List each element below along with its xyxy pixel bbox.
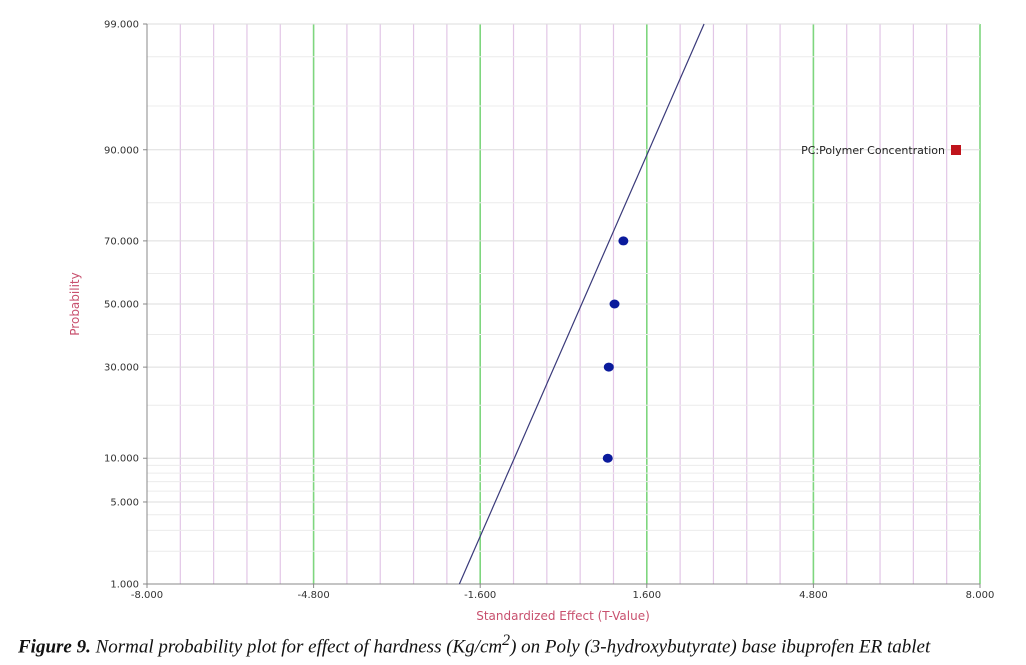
y-axis-title: Probability [68,272,82,335]
x-axis-title: Standardized Effect (T-Value) [476,609,650,623]
x-tick-label: -1.600 [464,590,496,601]
data-point [609,299,620,309]
x-tick-label: 1.600 [632,590,661,601]
data-point [618,236,629,246]
caption-superscript: 2 [502,632,511,649]
caption-text: Normal probability plot for effect of ha… [90,636,503,658]
y-tick-label: 70.000 [104,236,139,247]
data-points [602,236,629,463]
legend: PC:Polymer Concentration [801,144,961,157]
x-axis-ticks: -8.000 -4.800 -1.600 1.600 4.800 8.000 [131,584,994,601]
y-tick-label: 1.000 [110,580,139,591]
y-tick-label: 30.000 [104,363,139,374]
y-tick-label: 10.000 [104,454,139,465]
y-tick-label: 5.000 [110,497,139,508]
figure-caption: Figure 9. Normal probability plot for ef… [18,632,1024,658]
x-tick-label: 4.800 [799,590,828,601]
x-tick-label: -8.000 [131,590,163,601]
y-tick-label: 50.000 [104,300,139,311]
data-point [603,362,614,372]
y-axis-ticks: 1.000 5.000 10.000 30.000 50.000 70.000 90.000… [104,20,147,591]
x-tick-label: 8.000 [966,590,995,601]
legend-swatch [951,145,961,155]
reference-line [458,23,705,585]
caption-prefix: Figure 9. [18,636,91,658]
caption-text-end: ) on Poly (3-hydroxybutyrate) base ibupr… [510,636,931,658]
x-tick-label: -4.800 [297,590,329,601]
legend-label: PC:Polymer Concentration [801,144,945,157]
normal-probability-plot: -8.000 -4.800 -1.600 1.600 4.800 8.000 1.000 5… [68,20,994,624]
plot-grid [147,23,981,585]
data-point [602,453,613,463]
y-tick-label: 99.000 [104,20,139,31]
y-tick-label: 90.000 [104,145,139,156]
